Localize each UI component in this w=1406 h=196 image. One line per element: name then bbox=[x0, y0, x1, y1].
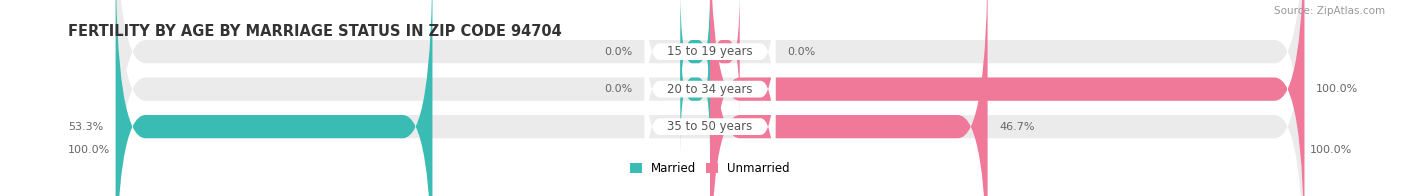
Text: 15 to 19 years: 15 to 19 years bbox=[668, 45, 752, 58]
FancyBboxPatch shape bbox=[644, 4, 776, 174]
FancyBboxPatch shape bbox=[115, 0, 1305, 196]
Legend: Married, Unmarried: Married, Unmarried bbox=[630, 162, 790, 175]
Text: 0.0%: 0.0% bbox=[605, 84, 633, 94]
Text: 53.3%: 53.3% bbox=[69, 122, 104, 132]
Text: 100.0%: 100.0% bbox=[1309, 145, 1353, 155]
Text: 0.0%: 0.0% bbox=[605, 47, 633, 57]
FancyBboxPatch shape bbox=[115, 0, 1305, 196]
Text: Source: ZipAtlas.com: Source: ZipAtlas.com bbox=[1274, 6, 1385, 16]
FancyBboxPatch shape bbox=[681, 26, 710, 152]
FancyBboxPatch shape bbox=[644, 0, 776, 137]
FancyBboxPatch shape bbox=[681, 0, 710, 115]
Text: FERTILITY BY AGE BY MARRIAGE STATUS IN ZIP CODE 94704: FERTILITY BY AGE BY MARRIAGE STATUS IN Z… bbox=[67, 24, 562, 39]
FancyBboxPatch shape bbox=[115, 0, 433, 196]
FancyBboxPatch shape bbox=[710, 0, 740, 115]
Text: 35 to 50 years: 35 to 50 years bbox=[668, 120, 752, 133]
FancyBboxPatch shape bbox=[710, 0, 1305, 196]
Text: 20 to 34 years: 20 to 34 years bbox=[668, 83, 752, 96]
FancyBboxPatch shape bbox=[115, 0, 1305, 196]
FancyBboxPatch shape bbox=[644, 41, 776, 196]
Text: 100.0%: 100.0% bbox=[67, 145, 111, 155]
FancyBboxPatch shape bbox=[710, 0, 987, 196]
Text: 46.7%: 46.7% bbox=[1000, 122, 1035, 132]
Text: 100.0%: 100.0% bbox=[1316, 84, 1358, 94]
Text: 0.0%: 0.0% bbox=[787, 47, 815, 57]
